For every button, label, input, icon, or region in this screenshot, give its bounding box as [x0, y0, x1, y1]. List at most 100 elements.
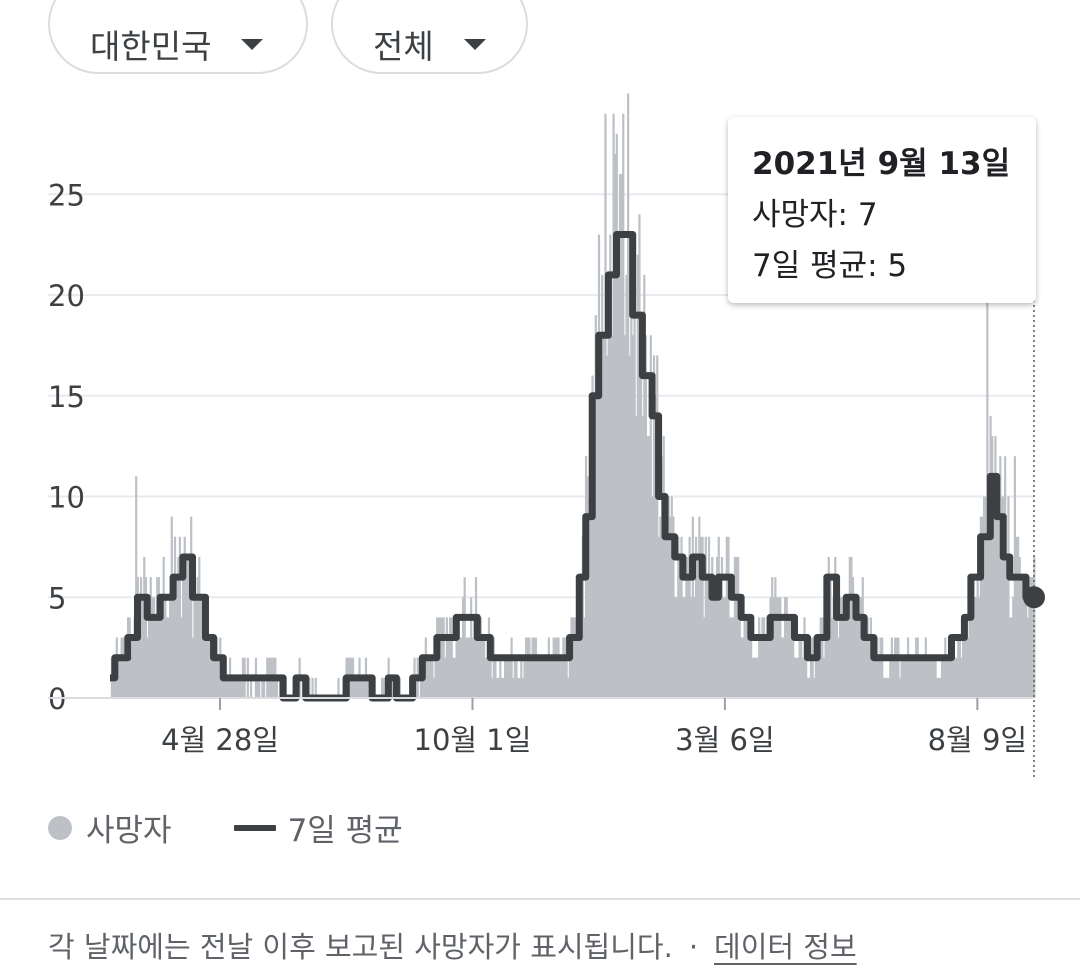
daily-deaths-bar	[834, 556, 837, 698]
y-tick-label: 20	[48, 279, 85, 313]
daily-deaths-bar	[677, 536, 680, 698]
daily-deaths-bar	[439, 617, 442, 698]
daily-deaths-bar	[790, 617, 793, 698]
daily-deaths-bar	[455, 637, 458, 698]
daily-deaths-bar	[471, 637, 474, 698]
daily-deaths-bar	[429, 657, 432, 698]
daily-deaths-bar	[929, 657, 932, 698]
daily-deaths-bar	[735, 556, 738, 698]
daily-deaths-bar	[130, 657, 133, 698]
data-info-link[interactable]: 데이터 정보	[714, 930, 857, 964]
daily-deaths-bar	[1026, 617, 1029, 698]
daily-deaths-bar	[491, 677, 494, 698]
daily-deaths-bar	[916, 637, 919, 698]
daily-deaths-bar	[672, 516, 675, 698]
daily-deaths-bar	[211, 637, 214, 698]
chevron-down-icon	[241, 38, 264, 50]
daily-deaths-bar	[926, 657, 929, 698]
y-tick-label: 15	[48, 380, 85, 414]
daily-deaths-bar	[419, 677, 423, 698]
daily-deaths-bar	[801, 657, 805, 698]
daily-deaths-bar	[670, 496, 673, 698]
daily-deaths-bar	[308, 677, 311, 698]
daily-deaths-bar	[175, 577, 178, 698]
region-filter-label: 대한민국	[90, 27, 212, 66]
daily-deaths-bar	[573, 617, 576, 698]
daily-deaths-bar	[258, 677, 261, 698]
daily-deaths-bar	[562, 637, 565, 698]
daily-deaths-bar	[583, 617, 586, 698]
chevron-down-icon	[463, 38, 486, 50]
daily-deaths-bar	[712, 577, 716, 698]
daily-deaths-bar	[363, 677, 366, 698]
daily-deaths-bar	[960, 657, 963, 698]
daily-deaths-bar	[1031, 577, 1034, 698]
daily-deaths-bar	[533, 637, 536, 698]
daily-deaths-bar	[547, 637, 550, 698]
daily-deaths-bar	[762, 617, 766, 698]
daily-deaths-bar	[447, 637, 450, 698]
daily-deaths-bar	[398, 677, 402, 698]
daily-deaths-bar	[856, 597, 860, 698]
daily-deaths-bar	[1028, 577, 1031, 698]
daily-deaths-bar	[887, 677, 890, 698]
daily-deaths-bar	[494, 657, 497, 698]
daily-deaths-bar	[811, 637, 814, 698]
daily-deaths-bar	[1002, 496, 1005, 698]
daily-deaths-bar	[793, 657, 796, 698]
daily-deaths-bar	[955, 657, 958, 698]
daily-deaths-bar	[1021, 597, 1025, 698]
daily-deaths-bar	[625, 274, 628, 698]
daily-deaths-bar	[944, 637, 947, 698]
daily-deaths-bar	[978, 597, 981, 698]
daily-deaths-bar	[995, 496, 999, 698]
daily-deaths-bar	[445, 617, 448, 698]
daily-deaths-bar	[1029, 577, 1033, 698]
daily-deaths-bar	[673, 597, 677, 698]
daily-deaths-bar	[683, 597, 686, 698]
x-tick-label: 3월 6일	[675, 723, 774, 757]
daily-deaths-bar	[746, 637, 749, 698]
daily-deaths-bar	[356, 677, 359, 698]
daily-deaths-bar	[544, 657, 547, 698]
daily-deaths-bar	[536, 657, 539, 698]
daily-deaths-bar	[183, 536, 186, 698]
daily-deaths-bar	[720, 556, 724, 698]
daily-deaths-bar	[159, 597, 162, 698]
daily-deaths-bar	[1000, 496, 1004, 698]
daily-deaths-bar	[508, 657, 512, 698]
daily-deaths-bar	[628, 355, 631, 698]
daily-deaths-bar	[704, 536, 707, 698]
daily-deaths-bar	[915, 637, 918, 698]
daily-deaths-bar	[597, 234, 601, 699]
daily-deaths-bar	[449, 617, 452, 698]
daily-deaths-bar	[615, 133, 618, 699]
daily-deaths-bar	[772, 597, 775, 698]
daily-deaths-bar	[664, 516, 667, 698]
daily-deaths-bar	[381, 677, 384, 698]
divider	[0, 898, 1080, 900]
daily-deaths-bar	[125, 637, 128, 698]
daily-deaths-bar	[452, 657, 455, 698]
daily-deaths-bar	[882, 677, 885, 698]
age-filter-dropdown[interactable]: 전체	[331, 0, 528, 74]
daily-deaths-bar	[596, 375, 599, 698]
daily-deaths-bar	[850, 556, 853, 698]
daily-deaths-bar	[442, 617, 445, 698]
daily-deaths-bar	[461, 597, 465, 698]
daily-deaths-bar	[206, 637, 209, 698]
daily-deaths-bar	[473, 617, 476, 698]
daily-deaths-bar	[538, 657, 541, 698]
daily-deaths-bar	[580, 597, 583, 698]
daily-deaths-bar	[924, 637, 927, 698]
daily-deaths-bar	[884, 677, 887, 698]
daily-deaths-bar	[898, 677, 902, 698]
daily-deaths-bar	[829, 577, 832, 698]
daily-deaths-bar	[555, 637, 559, 698]
daily-deaths-bar	[275, 677, 279, 698]
daily-deaths-bar	[832, 597, 835, 698]
region-filter-dropdown[interactable]: 대한민국	[48, 0, 308, 74]
daily-deaths-bar	[738, 617, 741, 698]
